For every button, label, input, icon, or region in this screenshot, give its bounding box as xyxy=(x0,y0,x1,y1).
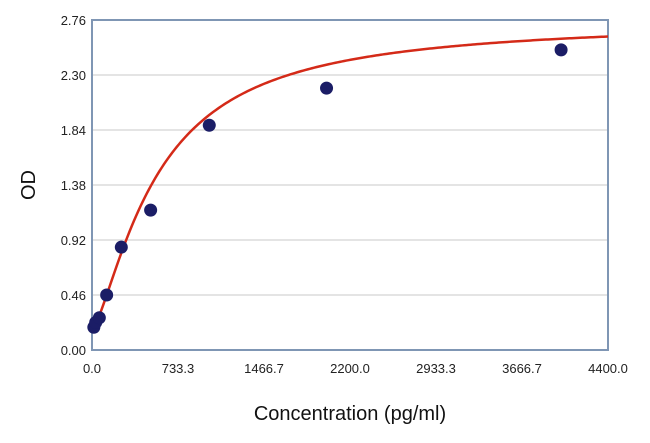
x-tick-labels: 0.0 733.3 1466.7 2200.0 2933.3 3666.7 4400.0 xyxy=(83,361,628,376)
data-point xyxy=(92,311,106,325)
y-tick-labels: 0.00 0.46 0.92 1.38 1.84 2.30 2.76 xyxy=(61,13,86,358)
fitted-curve xyxy=(92,35,609,330)
data-point xyxy=(202,118,216,132)
y-tick-label: 1.84 xyxy=(61,123,86,138)
y-tick-label: 2.76 xyxy=(61,13,86,28)
data-point xyxy=(114,240,128,254)
data-point xyxy=(100,288,114,302)
y-tick-label: 2.30 xyxy=(61,68,86,83)
data-point xyxy=(320,81,334,95)
x-tick-label: 1466.7 xyxy=(244,361,284,376)
y-tick-label: 1.38 xyxy=(61,178,86,193)
x-tick-label: 4400.0 xyxy=(588,361,628,376)
x-tick-label: 2200.0 xyxy=(330,361,370,376)
x-tick-label: 2933.3 xyxy=(416,361,456,376)
y-tick-label: 0.46 xyxy=(61,288,86,303)
plot-frame xyxy=(91,19,609,351)
y-tick-label: 0.00 xyxy=(61,343,86,358)
data-points xyxy=(87,43,568,334)
x-axis-title: Concentration (pg/ml) xyxy=(254,403,446,425)
gridlines xyxy=(92,74,608,296)
y-axis-title: OD xyxy=(18,170,40,200)
x-tick-label: 0.0 xyxy=(83,361,101,376)
x-tick-label: 733.3 xyxy=(162,361,195,376)
x-tick-label: 3666.7 xyxy=(502,361,542,376)
data-point xyxy=(554,43,568,57)
y-tick-label: 0.92 xyxy=(61,233,86,248)
data-point xyxy=(144,203,158,217)
